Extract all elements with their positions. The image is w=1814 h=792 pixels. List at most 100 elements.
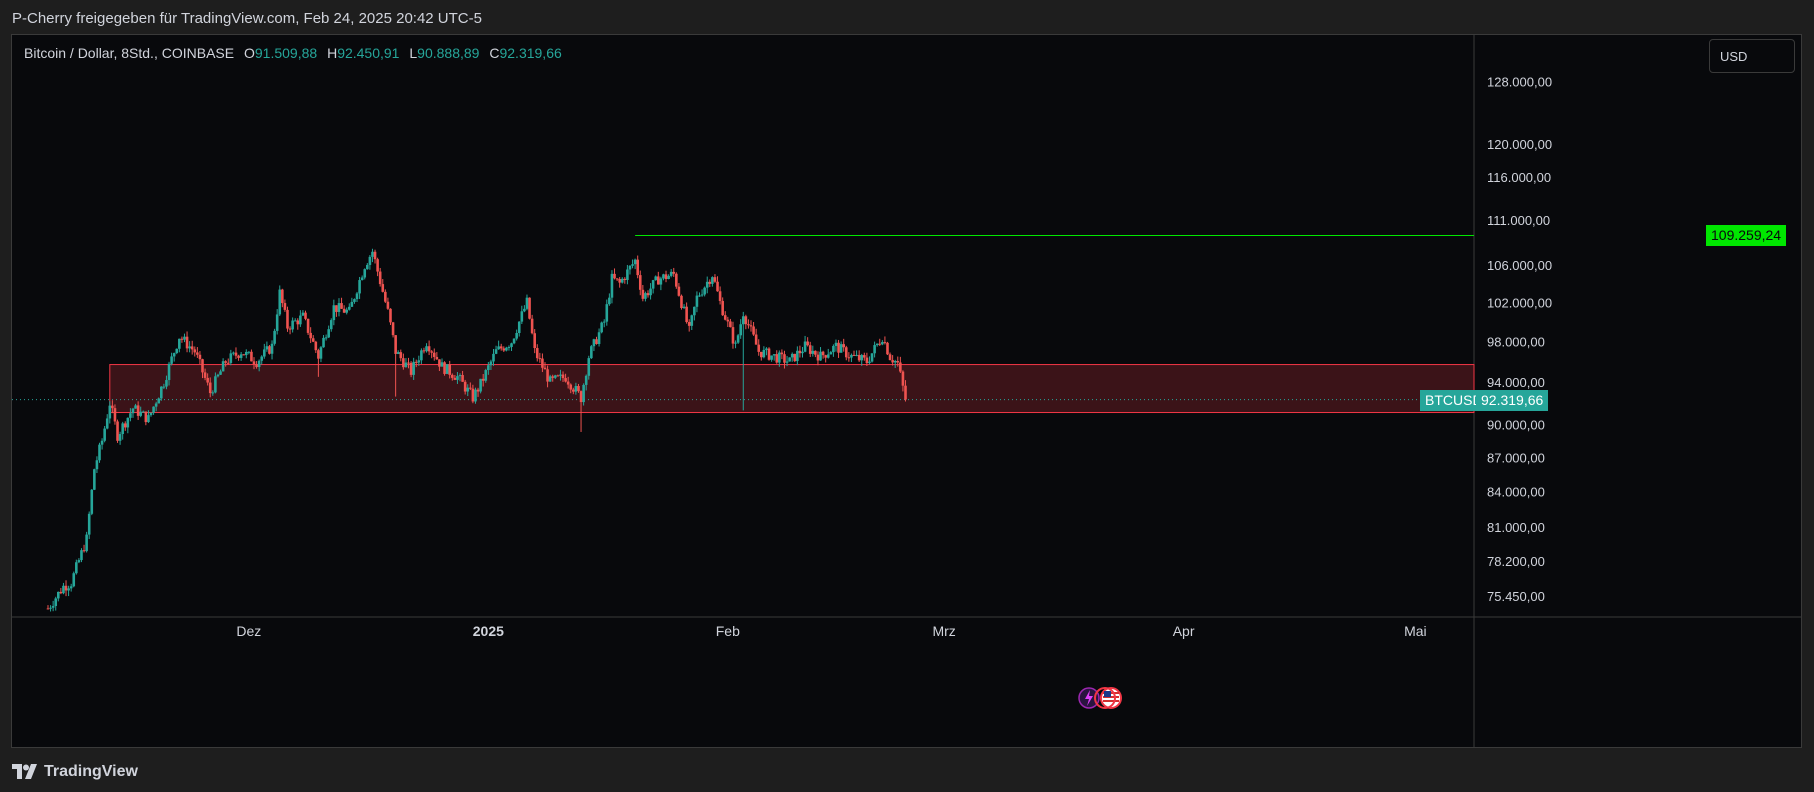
candle-body (244, 351, 248, 356)
candle-body (808, 345, 812, 354)
candle-body (87, 513, 91, 535)
candle-body (844, 347, 848, 358)
lightning-icon (1078, 687, 1100, 709)
open-value: 91.509,88 (254, 45, 318, 61)
candle-body (396, 352, 400, 354)
symbol-title[interactable]: Bitcoin / Dollar, 8Std., COINBASE (24, 45, 235, 61)
candle-body (175, 348, 179, 354)
candle-body (463, 381, 467, 392)
candle-body (296, 320, 300, 325)
candle-body (402, 358, 405, 368)
candle-body (863, 355, 866, 358)
candle-body (775, 354, 779, 363)
candle-body (412, 361, 415, 375)
candle-body (476, 389, 480, 392)
low-label: L (409, 45, 418, 61)
candle-body (749, 325, 753, 327)
candle-body (327, 329, 330, 338)
candle-body (538, 358, 542, 360)
candle-body (672, 271, 676, 274)
currency-selector[interactable]: USD (1709, 39, 1795, 73)
candle-body (505, 347, 508, 351)
candle-body (335, 305, 338, 312)
candle-body (98, 444, 101, 461)
candle-body (381, 284, 385, 292)
candle-body (368, 256, 372, 265)
candle-body (747, 324, 750, 326)
candle-body (376, 259, 379, 272)
time-tick-label: Apr (1173, 623, 1195, 639)
candle-body (363, 269, 367, 278)
candle-body (597, 332, 601, 344)
candle-body (888, 354, 892, 361)
symbol-name-tag: BTCUSD (1420, 389, 1488, 411)
candle-body (847, 357, 851, 359)
candle-body (157, 398, 161, 404)
symbol-legend: Bitcoin / Dollar, 8Std., COINBASE O91.50… (24, 45, 562, 61)
candle-body (790, 353, 794, 358)
candle-body (613, 273, 616, 279)
candle-body (716, 281, 719, 292)
candle-body (129, 413, 132, 418)
candle-body (499, 346, 503, 349)
candle-body (736, 335, 740, 343)
economic-events[interactable] (1077, 683, 1137, 713)
price-tick-label: 111.000,00 (1487, 213, 1550, 228)
candle-body (167, 363, 171, 381)
candle-body (757, 344, 761, 352)
candle-body (221, 361, 225, 372)
candle-body (474, 389, 477, 402)
candle-body (631, 264, 634, 266)
candle-body (275, 314, 279, 331)
candle-body (147, 415, 150, 423)
candle-body (628, 265, 632, 270)
candle-body (765, 348, 768, 350)
price-tick-label: 84.000,00 (1487, 485, 1545, 500)
candle-body (695, 295, 699, 307)
candle-body (172, 353, 176, 357)
candle-body (626, 269, 629, 280)
candle-body (103, 428, 106, 441)
candle-body (620, 278, 624, 283)
close-value: 92.319,66 (499, 45, 562, 61)
candle-body (824, 355, 827, 358)
candle-body (546, 369, 549, 382)
candle-body (814, 350, 817, 355)
candle-body (561, 374, 565, 379)
candle-body (306, 318, 310, 333)
candle-body (754, 334, 758, 345)
candle-body (551, 376, 555, 378)
candle-body (384, 291, 387, 302)
chart-canvas[interactable]: 128.000,00 120.000,00 116.000,00 111.000,00… (12, 35, 1801, 747)
candle-body (600, 322, 603, 333)
candle-body (582, 384, 585, 403)
candle-body (373, 251, 377, 260)
candle-body (311, 338, 315, 342)
low-value: 90.888,89 (417, 45, 480, 61)
candle-body (543, 367, 547, 370)
candle-body (829, 352, 833, 355)
candle-body (116, 421, 119, 441)
candle-body (219, 371, 222, 375)
candle-body (371, 251, 374, 257)
candle-body (268, 346, 271, 354)
candle-body (134, 405, 137, 409)
candle-body (270, 343, 274, 354)
candle-body (685, 306, 688, 323)
footer-brand[interactable]: TradingView (12, 760, 138, 784)
candle-body (618, 279, 621, 283)
resistance-price-tag: 109.259,24 (1706, 225, 1787, 247)
price-tick-label: 81.000,00 (1487, 520, 1545, 535)
candle-body (113, 408, 117, 422)
candle-body (559, 374, 562, 376)
candle-body (687, 322, 691, 326)
candle-body (633, 259, 637, 265)
candle-body (548, 376, 552, 382)
candle-body (185, 336, 189, 349)
candle-body (541, 358, 544, 368)
candle-body (875, 343, 879, 346)
candle-body (438, 359, 441, 367)
candle-body (59, 591, 63, 594)
candle-body (760, 351, 763, 358)
candle-body (183, 336, 186, 340)
